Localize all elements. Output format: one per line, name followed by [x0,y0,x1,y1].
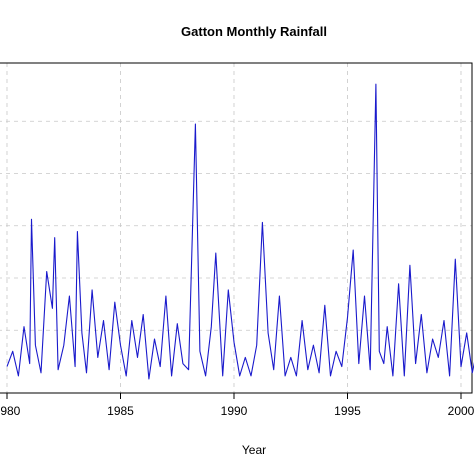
x-tick-label: 1985 [107,404,134,418]
x-tick-label: 1995 [334,404,361,418]
x-tick-label: 1980 [0,404,21,418]
x-tick-label: 1990 [221,404,248,418]
grid-lines [0,63,472,393]
chart-title: Gatton Monthly Rainfall [181,24,327,39]
rainfall-series-line [6,83,474,380]
x-tick-label: 2000 [448,404,474,418]
series-group [6,83,474,380]
x-axis-label: Year [242,443,266,457]
x-axis-ticks: 1980 1985 1990 1995 2000 [0,393,474,418]
plot-frame [0,62,473,394]
